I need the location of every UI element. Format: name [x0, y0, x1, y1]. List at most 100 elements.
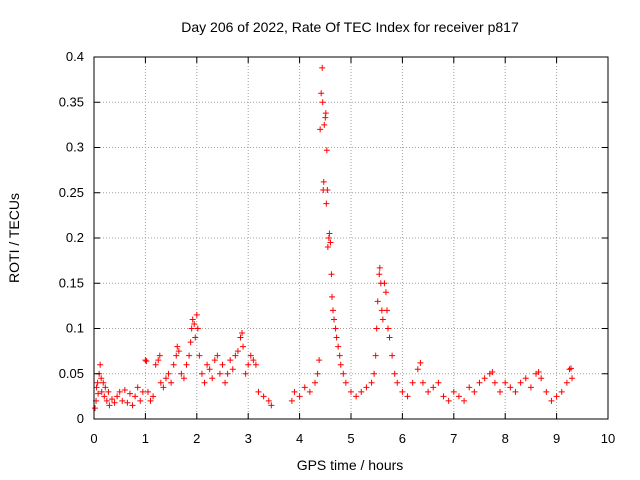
- y-tick-label: 0: [77, 411, 84, 426]
- data-point: [222, 379, 229, 386]
- data-point: [567, 365, 574, 372]
- data-point: [134, 384, 141, 391]
- data-point: [227, 357, 234, 364]
- data-point: [383, 307, 390, 314]
- data-point: [321, 121, 328, 128]
- data-point: [239, 330, 246, 337]
- data-point: [324, 244, 331, 251]
- data-point: [324, 187, 331, 194]
- data-point: [95, 390, 102, 397]
- data-point: [224, 370, 231, 377]
- data-point: [240, 343, 247, 350]
- data-point: [106, 402, 113, 409]
- data-point: [245, 361, 252, 368]
- data-point: [265, 397, 272, 404]
- y-tick-label: 0.4: [66, 49, 84, 64]
- data-point: [178, 370, 185, 377]
- x-tick-label: 7: [450, 431, 457, 446]
- data-point: [306, 388, 313, 395]
- data-point: [399, 388, 406, 395]
- data-point: [497, 388, 504, 395]
- data-point: [152, 361, 159, 368]
- data-point: [216, 370, 223, 377]
- data-point: [371, 370, 378, 377]
- data-point: [209, 375, 216, 382]
- data-point: [317, 126, 324, 133]
- data-point: [139, 388, 146, 395]
- data-point: [105, 388, 112, 395]
- data-point: [461, 397, 468, 404]
- data-point: [142, 357, 149, 364]
- y-axis-ticks: 0 0.05 0.1 0.15 0.2 0.25 0.3 0.35 0.4: [59, 49, 608, 426]
- data-point: [318, 90, 325, 97]
- x-tick-label: 3: [245, 431, 252, 446]
- data-point: [466, 384, 473, 391]
- data-point: [242, 370, 249, 377]
- data-point: [489, 368, 496, 375]
- x-tick-label: 9: [553, 431, 560, 446]
- data-point: [430, 384, 437, 391]
- data-point: [322, 114, 329, 121]
- data-point: [103, 397, 110, 404]
- data-point: [196, 352, 203, 359]
- data-point: [391, 370, 398, 377]
- data-point: [507, 384, 514, 391]
- data-point: [323, 147, 330, 154]
- data-point: [342, 379, 349, 386]
- data-point: [250, 357, 257, 364]
- data-point: [288, 397, 295, 404]
- data-point: [111, 399, 118, 406]
- x-tick-label: 1: [142, 431, 149, 446]
- data-point: [417, 359, 424, 366]
- data-point: [353, 393, 360, 400]
- data-point: [144, 388, 151, 395]
- data-point: [425, 388, 432, 395]
- data-point: [97, 361, 104, 368]
- data-point: [314, 370, 321, 377]
- grid: [94, 57, 608, 419]
- data-point: [348, 388, 354, 395]
- data-point: [94, 379, 101, 386]
- data-point: [206, 366, 213, 373]
- data-point: [368, 379, 375, 386]
- data-point: [211, 357, 218, 364]
- data-point: [374, 298, 381, 305]
- data-point: [414, 366, 421, 373]
- data-point: [237, 334, 244, 341]
- data-point: [186, 352, 193, 359]
- data-point: [394, 379, 401, 386]
- data-point: [538, 375, 545, 382]
- x-tick-label: 8: [502, 431, 509, 446]
- chart-title: Day 206 of 2022, Rate Of TEC Index for r…: [181, 19, 519, 35]
- data-point: [126, 390, 133, 397]
- data-point: [476, 379, 483, 386]
- data-point: [98, 388, 105, 395]
- data-point: [527, 384, 534, 391]
- data-point: [517, 379, 524, 386]
- data-point: [481, 375, 488, 382]
- data-point: [569, 375, 576, 382]
- data-point: [147, 397, 154, 404]
- data-point: [445, 397, 452, 404]
- data-point: [322, 110, 329, 117]
- data-point: [116, 388, 123, 395]
- data-point: [198, 370, 205, 377]
- data-point: [502, 379, 509, 386]
- data-point: [404, 393, 411, 400]
- data-point: [373, 325, 380, 332]
- data-point: [170, 361, 177, 368]
- data-point: [319, 64, 326, 71]
- data-point: [124, 399, 131, 406]
- data-point: [100, 379, 107, 386]
- data-point: [255, 388, 262, 395]
- data-point: [137, 397, 144, 404]
- data-point: [409, 379, 416, 386]
- data-point: [455, 393, 462, 400]
- data-point: [522, 375, 529, 382]
- data-point: [376, 264, 383, 271]
- x-tick-label: 5: [347, 431, 354, 446]
- data-point: [192, 334, 199, 341]
- data-point: [512, 388, 519, 395]
- data-point: [372, 352, 379, 359]
- x-tick-label: 0: [90, 431, 97, 446]
